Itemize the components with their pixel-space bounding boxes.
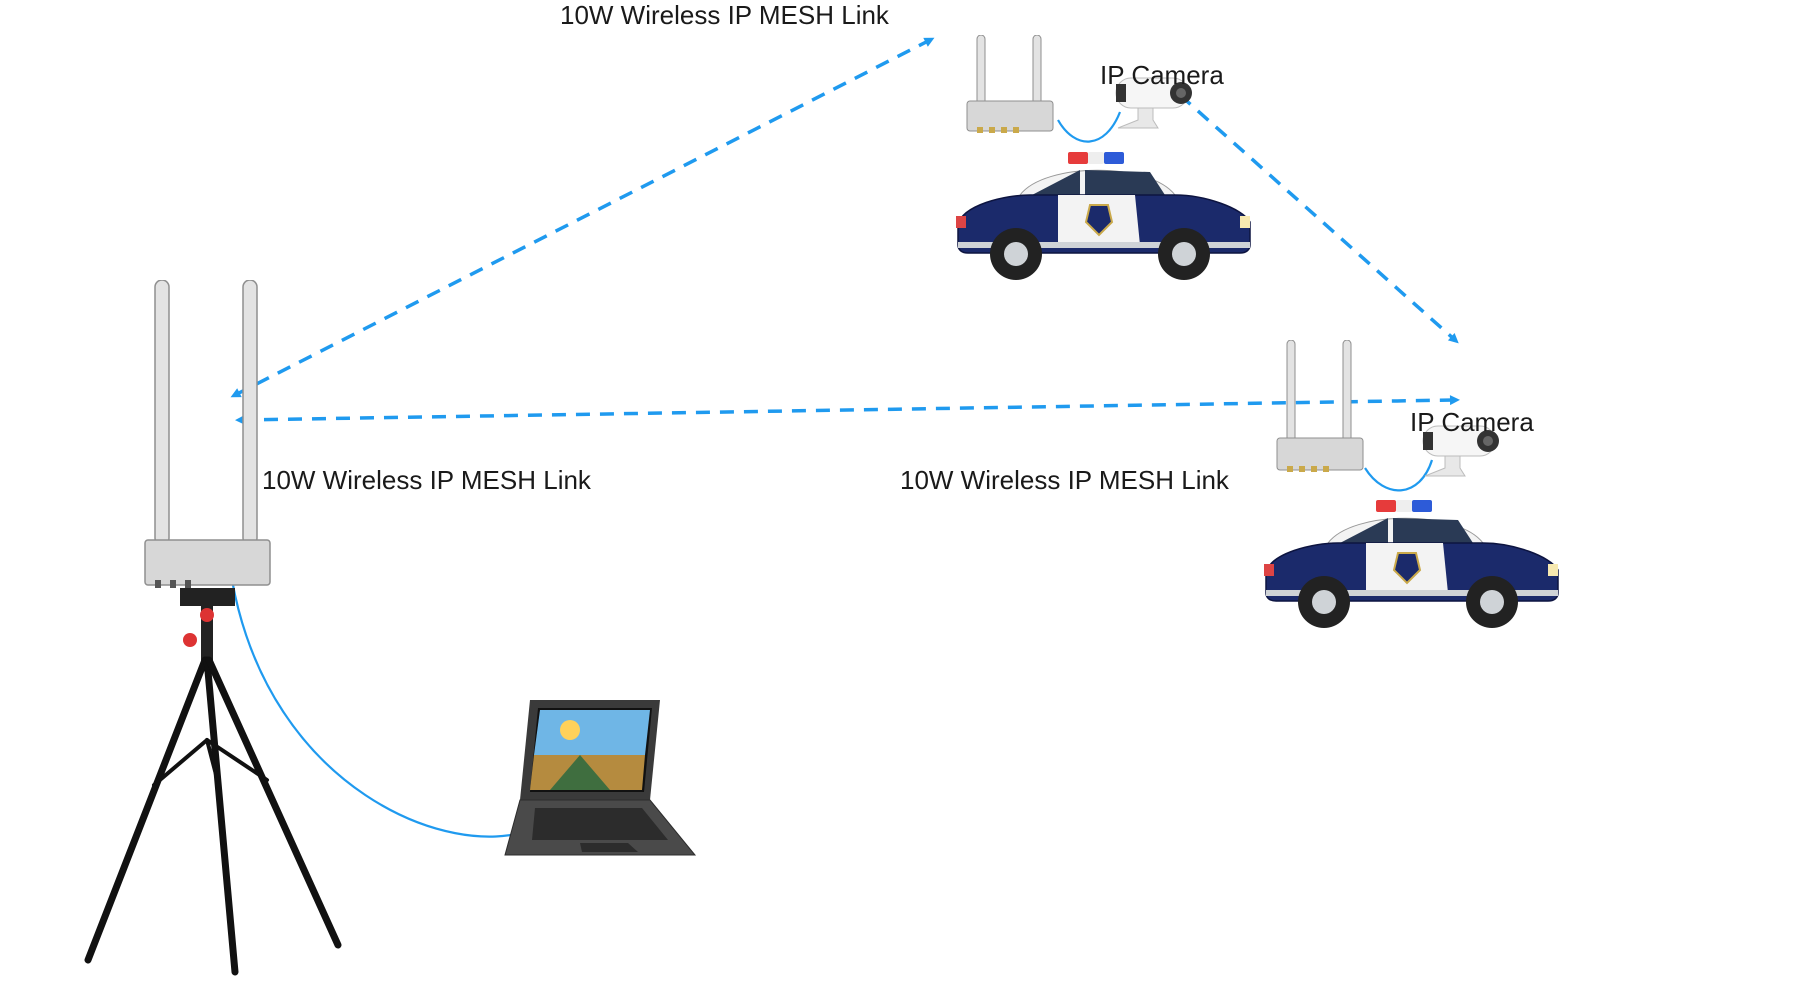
mesh-radio-right — [1265, 340, 1385, 490]
label-top-mesh: 10W Wireless IP MESH Link — [560, 0, 889, 31]
label-right-mesh: 10W Wireless IP MESH Link — [900, 465, 1229, 496]
mesh-radio-top — [955, 35, 1075, 145]
police-car-right — [1258, 498, 1563, 638]
label-left-mesh: 10W Wireless IP MESH Link — [262, 465, 591, 496]
label-ip-camera-right: IP Camera — [1410, 407, 1534, 438]
police-car-top — [950, 150, 1255, 290]
base-station-tripod — [70, 280, 370, 985]
laptop — [500, 700, 700, 875]
label-ip-camera-top: IP Camera — [1100, 60, 1224, 91]
